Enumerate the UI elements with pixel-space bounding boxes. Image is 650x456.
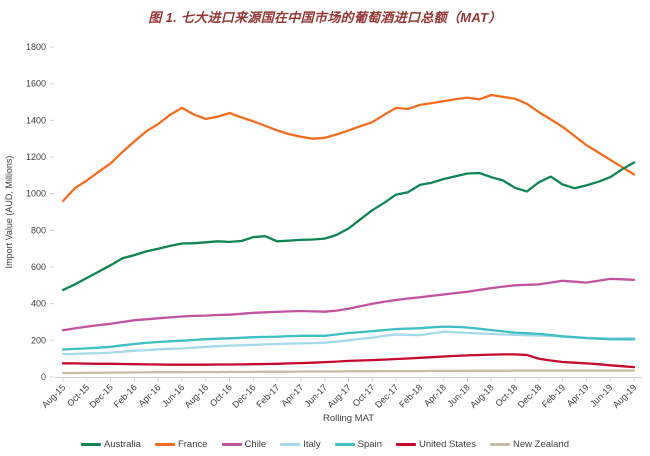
x-tick-label: Apr-19: [565, 382, 591, 408]
legend-swatch: [334, 443, 355, 446]
legend-label: France: [177, 439, 208, 450]
legend-label: Spain: [357, 439, 382, 450]
x-tick-label: Feb-16: [112, 382, 139, 409]
legend-item-australia: Australia: [81, 439, 141, 450]
legend-swatch: [221, 443, 242, 446]
chart-legend: Australia France Chile Italy Spain United Sta…: [0, 439, 650, 450]
y-tick-label: 1400: [26, 115, 46, 125]
legend-item-spain: Spain: [334, 439, 382, 450]
legend-item-united-states: United States: [395, 439, 476, 450]
x-tick-label: Aug-19: [611, 382, 639, 410]
x-tick-label: Oct-15: [65, 382, 91, 408]
x-tick-label: Jun-16: [160, 382, 187, 409]
chart-title: 图 1. 七大进口来源国在中国市场的葡萄酒进口总额（MAT）: [148, 10, 502, 25]
x-tick-label: Aug-15: [40, 382, 68, 410]
series-line-united-states: [61, 353, 636, 369]
y-axis-title: Import Value (AUD, Millions): [4, 156, 14, 269]
legend-item-new-zealand: New Zealand: [490, 439, 569, 450]
y-tick-label: 800: [31, 225, 46, 235]
x-tick-label: Feb-18: [397, 382, 424, 409]
y-tick-label: 1000: [26, 189, 46, 199]
legend-label: Chile: [244, 439, 267, 450]
x-tick-label: Jun-19: [588, 382, 615, 409]
y-tick-label: 1600: [26, 79, 46, 89]
series-line-france: [61, 93, 636, 203]
legend-label: Italy: [303, 439, 321, 450]
x-tick-label: Aug-17: [325, 382, 353, 410]
legend-label: United States: [418, 439, 476, 450]
x-tick-label: Dec-15: [87, 382, 115, 410]
y-tick-label: 1200: [26, 152, 46, 162]
legend-item-chile: Chile: [221, 439, 267, 450]
legend-swatch: [280, 443, 301, 446]
x-tick-label: Dec-16: [230, 382, 258, 410]
series-line-spain: [61, 325, 636, 351]
x-tick-label: Oct-18: [493, 382, 519, 408]
x-tick-label: Aug-16: [183, 382, 211, 410]
x-tick-label: Jun-17: [303, 382, 330, 409]
y-tick-label: 600: [31, 262, 46, 272]
x-tick-label: Apr-17: [279, 382, 305, 408]
y-tick-label: 400: [31, 299, 46, 309]
x-axis-title: Rolling MAT: [323, 413, 374, 424]
series-line-australia: [61, 161, 636, 292]
legend-swatch: [490, 443, 510, 446]
legend-label: New Zealand: [513, 439, 569, 450]
legend-swatch: [154, 443, 175, 446]
series-line-new-zealand: [61, 369, 636, 375]
x-tick-label: Apr-18: [422, 382, 448, 408]
x-tick-label: Dec-17: [373, 382, 401, 410]
legend-item-france: France: [154, 439, 208, 450]
series-line-chile: [61, 277, 636, 332]
x-tick-label: Apr-16: [136, 382, 162, 408]
x-tick-label: Oct-17: [351, 382, 377, 408]
series-line-italy: [61, 330, 636, 356]
x-tick-label: Jun-18: [445, 382, 472, 409]
x-tick-label: Dec-18: [516, 382, 544, 410]
y-tick-label: 200: [31, 335, 46, 345]
legend-swatch: [81, 443, 101, 446]
legend-item-italy: Italy: [280, 439, 321, 450]
x-tick-label: Feb-19: [540, 382, 567, 409]
legend-label: Australia: [104, 439, 141, 450]
y-tick-label: 0: [41, 372, 46, 382]
x-tick-label: Feb-17: [254, 382, 281, 409]
y-tick-label: 1800: [26, 42, 46, 52]
legend-swatch: [395, 443, 416, 446]
x-tick-label: Oct-16: [208, 382, 234, 408]
x-tick-label: Aug-18: [468, 382, 496, 410]
